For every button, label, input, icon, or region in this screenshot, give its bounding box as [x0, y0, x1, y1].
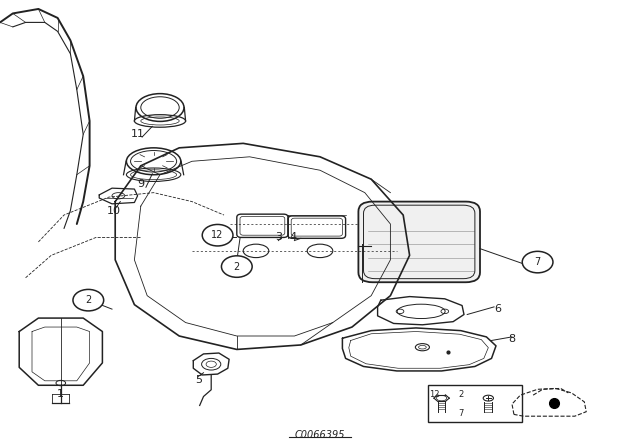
Circle shape — [221, 256, 252, 277]
Text: 8: 8 — [508, 334, 516, 344]
Text: 9: 9 — [137, 179, 145, 189]
Text: 11: 11 — [131, 129, 145, 139]
Bar — [428, 385, 522, 422]
Text: 12: 12 — [211, 230, 224, 240]
Text: C0066395: C0066395 — [295, 431, 345, 440]
Circle shape — [522, 251, 553, 273]
Circle shape — [202, 224, 233, 246]
Text: 7: 7 — [458, 409, 463, 418]
Text: 2: 2 — [85, 295, 92, 305]
Circle shape — [73, 289, 104, 311]
FancyBboxPatch shape — [358, 202, 480, 282]
Text: 1: 1 — [58, 389, 64, 399]
Text: 10: 10 — [107, 206, 121, 215]
Text: 6: 6 — [495, 304, 501, 314]
Text: 2: 2 — [234, 262, 240, 271]
Text: 4: 4 — [289, 233, 297, 242]
Text: 7: 7 — [534, 257, 541, 267]
Text: 5: 5 — [195, 375, 202, 385]
Text: 3: 3 — [275, 233, 282, 242]
Text: 12: 12 — [429, 390, 439, 399]
Text: 2: 2 — [458, 390, 463, 399]
